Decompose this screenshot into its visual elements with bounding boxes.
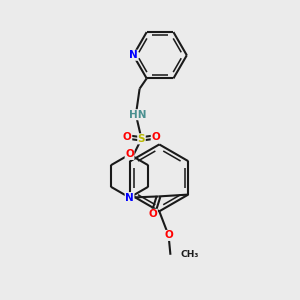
- Text: HN: HN: [129, 110, 146, 120]
- Text: N: N: [125, 193, 134, 202]
- Text: O: O: [148, 209, 157, 219]
- Text: O: O: [151, 132, 160, 142]
- Text: S: S: [138, 134, 145, 144]
- Text: N: N: [129, 50, 138, 60]
- Text: O: O: [123, 132, 132, 142]
- Text: CH₃: CH₃: [181, 250, 199, 259]
- Text: O: O: [164, 230, 173, 241]
- Text: O: O: [125, 149, 134, 160]
